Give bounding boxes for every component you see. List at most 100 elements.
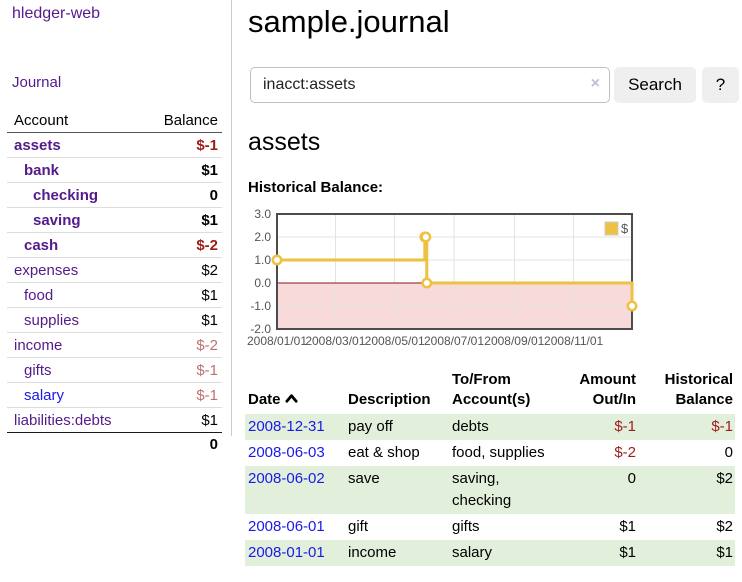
svg-text:0.0: 0.0 [254, 276, 271, 290]
account-row: salary $-1 [7, 383, 222, 408]
sidebar: hledger-web Journal Account Balance asse… [0, 0, 232, 453]
chart-label: Historical Balance: [248, 179, 384, 196]
svg-text:$: $ [621, 221, 629, 236]
account-balance: $1 [201, 311, 218, 329]
account-row: bank $1 [7, 158, 222, 183]
account-row: saving $1 [7, 208, 222, 233]
svg-text:2008/03/01: 2008/03/01 [305, 334, 365, 348]
table-row: 2008-06-02 save saving, checking 0 $2 [245, 466, 735, 514]
account-row: supplies $1 [7, 308, 222, 333]
transaction-date-link[interactable]: 2008-06-03 [248, 444, 325, 461]
transaction-description: income [345, 540, 449, 566]
search-button[interactable]: Search [614, 67, 696, 103]
transaction-description: save [345, 466, 449, 514]
svg-text:2008/07/01: 2008/07/01 [424, 334, 484, 348]
svg-text:2.0: 2.0 [254, 230, 271, 244]
account-row: cash $-2 [7, 233, 222, 258]
register-table: Date Description To/From Account(s) Amou… [245, 370, 735, 566]
svg-text:2008/11/01: 2008/11/01 [544, 334, 603, 348]
account-link[interactable]: gifts [24, 361, 52, 379]
account-link[interactable]: checking [33, 186, 99, 204]
transaction-accounts: salary [449, 540, 561, 566]
svg-text:1.0: 1.0 [254, 253, 271, 267]
account-balance: $-1 [196, 136, 218, 154]
transaction-amount: $-2 [614, 444, 636, 461]
accounts-rows: assets $-1 bank $1 checking 0 saving $1 [7, 133, 222, 433]
account-page-title: assets [248, 128, 321, 156]
account-row: expenses $2 [7, 258, 222, 283]
accounts-header-label: Account [14, 112, 69, 129]
transaction-balance: $2 [716, 518, 733, 535]
transaction-description: pay off [345, 414, 449, 440]
account-link[interactable]: income [14, 336, 63, 354]
accounts-tree-header: Account Balance [7, 112, 222, 133]
page-title: sample.journal [248, 4, 450, 39]
transaction-balance: $1 [638, 540, 735, 566]
column-header-description: Description [348, 391, 431, 408]
account-balance: $-2 [196, 336, 218, 354]
transaction-amount: $1 [561, 540, 638, 566]
transaction-accounts: saving, checking [449, 466, 561, 514]
column-header-balance: Historical Balance [664, 371, 733, 408]
account-link[interactable]: supplies [24, 311, 80, 329]
app-brand-link[interactable]: hledger-web [12, 5, 101, 22]
transaction-accounts: gifts [452, 518, 480, 535]
column-header-accounts: To/From Account(s) [452, 371, 531, 408]
column-header-amount: Amount Out/In [579, 371, 636, 408]
table-row: 2008-06-03 eat & shop food, supplies $-2… [245, 440, 735, 466]
transaction-date-link[interactable]: 2008-12-31 [248, 418, 325, 435]
table-row: 2008-01-01 income salary $1 $1 [245, 540, 735, 566]
account-balance: $-2 [196, 236, 218, 254]
sidebar-item-journal[interactable]: Journal [12, 74, 62, 91]
transaction-amount: $1 [619, 518, 636, 535]
account-link[interactable]: bank [24, 161, 60, 179]
account-balance: $1 [201, 286, 218, 304]
svg-text:3.0: 3.0 [254, 207, 271, 221]
transaction-date-link[interactable]: 2008-06-02 [248, 470, 325, 487]
transaction-accounts: debts [449, 414, 561, 440]
register-header-row: Date Description To/From Account(s) Amou… [245, 370, 735, 414]
account-balance: $1 [201, 411, 218, 429]
transaction-date-link[interactable]: 2008-06-01 [248, 518, 325, 535]
main-content: sample.journal × Search ? assets Histori… [240, 0, 742, 582]
transaction-date-link[interactable]: 2008-01-01 [248, 544, 325, 561]
account-balance: $-1 [196, 386, 218, 404]
column-header-date: Date [245, 370, 345, 414]
help-button[interactable]: ? [702, 67, 739, 103]
account-row: assets $-1 [7, 133, 222, 158]
transaction-balance: $2 [638, 466, 735, 514]
transaction-description: eat & shop [348, 444, 420, 461]
account-link[interactable]: liabilities:debts [14, 411, 112, 429]
transaction-balance: $-1 [638, 414, 735, 440]
account-link[interactable]: assets [14, 136, 61, 154]
accounts-total: 0 [209, 436, 218, 453]
account-link[interactable]: cash [24, 236, 59, 254]
transaction-amount: $-1 [561, 414, 638, 440]
chart-canvas: 3.0 2.0 1.0 0.0 -1.0 -2.02008/01/012008/03/01… [247, 207, 638, 348]
account-link[interactable]: salary [24, 386, 65, 404]
sort-ascending-icon [284, 389, 298, 409]
account-balance: $1 [201, 161, 218, 179]
table-row: 2008-06-01 gift gifts $1 $2 [245, 514, 735, 540]
account-balance: $2 [201, 261, 218, 279]
historical-balance-chart: 3.0 2.0 1.0 0.0 -1.0 -2.0 2008/01/01 2008/03/01… [240, 202, 650, 354]
svg-text:2008/09/01: 2008/09/01 [484, 334, 544, 348]
account-row: food $1 [7, 283, 222, 308]
transaction-description: gift [348, 518, 369, 535]
account-link[interactable]: food [24, 286, 54, 304]
date-header-label: Date [248, 391, 281, 408]
search-form: × Search ? [248, 67, 742, 103]
account-link[interactable]: expenses [14, 261, 79, 279]
account-row: gifts $-1 [7, 358, 222, 383]
account-row: income $-2 [7, 333, 222, 358]
transaction-amount: 0 [561, 466, 638, 514]
table-row: 2008-12-31 pay off debts $-1 $-1 [245, 414, 735, 440]
account-row: checking 0 [7, 183, 222, 208]
account-balance: $1 [201, 211, 218, 229]
clear-search-icon[interactable]: × [590, 75, 600, 92]
register-rows: 2008-12-31 pay off debts $-1 $-1 2008-06… [245, 414, 735, 566]
svg-text:2008/01/01: 2008/01/01 [247, 334, 307, 348]
search-input[interactable] [250, 67, 610, 103]
svg-text:2008/05/01: 2008/05/01 [365, 334, 425, 348]
account-link[interactable]: saving [33, 211, 81, 229]
